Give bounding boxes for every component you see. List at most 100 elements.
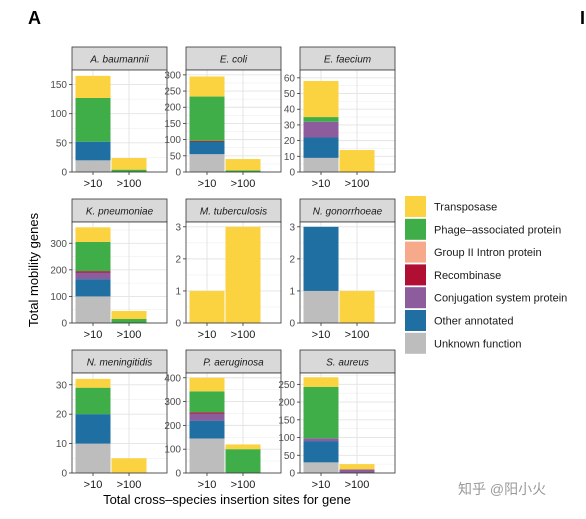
x-tick-label: >10 bbox=[198, 479, 217, 491]
legend-swatch bbox=[405, 287, 426, 309]
bar-segment bbox=[225, 159, 261, 171]
panel-border bbox=[71, 221, 168, 324]
x-tick-label: >10 bbox=[198, 178, 217, 190]
y-tick-label: 200 bbox=[50, 265, 67, 276]
y-tick-label: 0 bbox=[289, 168, 295, 179]
y-tick-label: 150 bbox=[164, 119, 181, 130]
watermark: 知乎 @阳小火 bbox=[458, 481, 546, 497]
x-tick-label: >100 bbox=[231, 479, 256, 491]
y-tick-label: 60 bbox=[284, 73, 296, 84]
y-tick-label: 250 bbox=[278, 380, 295, 391]
legend-swatch bbox=[405, 332, 426, 354]
legend: Transposase Phage–associated protein Group… bbox=[405, 196, 567, 354]
bar-segment bbox=[75, 378, 111, 388]
bar-segment bbox=[303, 226, 339, 291]
bar-segment bbox=[189, 438, 225, 473]
panel-border bbox=[71, 372, 168, 474]
panel-border bbox=[299, 372, 396, 474]
y-tick-label: 50 bbox=[56, 138, 68, 149]
legend-swatch bbox=[405, 310, 426, 331]
bar-segment bbox=[225, 444, 261, 450]
y-tick-label: 0 bbox=[61, 168, 67, 179]
y-tick-label: 300 bbox=[164, 397, 181, 408]
y-tick-label: 30 bbox=[56, 380, 68, 391]
facet-title: E. faecium bbox=[324, 55, 371, 66]
panel-letter-right: I bbox=[580, 8, 585, 28]
legend-label: Other annotated bbox=[434, 316, 514, 328]
y-tick-label: 10 bbox=[284, 152, 296, 163]
bar-segment bbox=[339, 290, 375, 323]
y-tick-label: 0 bbox=[175, 319, 181, 330]
bar-segment bbox=[303, 462, 339, 473]
y-tick-label: 20 bbox=[56, 410, 68, 421]
legend-item: Unknown function bbox=[405, 332, 521, 354]
x-tick-label: >10 bbox=[84, 329, 103, 341]
y-axis-label: Total mobility genes bbox=[26, 212, 41, 327]
bar-segment bbox=[75, 160, 111, 172]
y-tick-label: 100 bbox=[50, 292, 67, 303]
facet-title: N. gonorrhoeae bbox=[313, 207, 383, 218]
y-tick-label: 300 bbox=[50, 239, 67, 250]
bar-segment bbox=[189, 76, 225, 97]
legend-label: Recombinase bbox=[434, 270, 501, 282]
bar-segment bbox=[189, 391, 225, 413]
legend-item: Transposase bbox=[405, 196, 497, 217]
y-tick-label: 0 bbox=[175, 469, 181, 480]
y-tick-label: 0 bbox=[289, 319, 295, 330]
bar-segment bbox=[189, 420, 225, 439]
x-tick-label: >10 bbox=[312, 329, 331, 341]
bar-segment bbox=[303, 121, 339, 138]
legend-item: Recombinase bbox=[405, 264, 501, 286]
facet-panel: E. faecium 0 10 20 30 40 50 60 >10 >100 bbox=[284, 46, 396, 190]
bar-segment bbox=[75, 279, 111, 297]
bar-segment bbox=[111, 458, 147, 473]
facet-panel: N. gonorrhoeae 0 1 2 3 >10 >100 bbox=[289, 198, 396, 341]
y-tick-label: 3 bbox=[175, 222, 181, 233]
bar-segment bbox=[189, 154, 225, 172]
y-tick-label: 10 bbox=[56, 439, 68, 450]
facet-panel: K. pneumoniae 0 100 200 300 >10 >100 bbox=[50, 198, 168, 341]
bar-segment bbox=[303, 290, 339, 323]
x-tick-label: >100 bbox=[231, 178, 256, 190]
y-tick-label: 0 bbox=[61, 469, 67, 480]
x-tick-label: >10 bbox=[84, 178, 103, 190]
x-tick-label: >100 bbox=[345, 479, 370, 491]
y-tick-label: 100 bbox=[164, 445, 181, 456]
y-tick-label: 50 bbox=[284, 451, 296, 462]
legend-swatch bbox=[405, 241, 426, 263]
facet-title: A. baumannii bbox=[89, 55, 149, 66]
x-tick-label: >100 bbox=[345, 329, 370, 341]
y-tick-label: 100 bbox=[164, 135, 181, 146]
bar-segment bbox=[189, 412, 225, 414]
y-tick-label: 150 bbox=[50, 80, 67, 91]
panel-border bbox=[71, 69, 168, 173]
bar-segment bbox=[225, 226, 261, 323]
y-tick-label: 100 bbox=[278, 433, 295, 444]
bar-segment bbox=[75, 387, 111, 415]
x-tick-label: >100 bbox=[231, 329, 256, 341]
bar-segment bbox=[303, 117, 339, 122]
legend-swatch bbox=[405, 218, 426, 240]
y-tick-label: 200 bbox=[164, 103, 181, 114]
bar-segment bbox=[303, 386, 339, 439]
x-tick-label: >10 bbox=[198, 329, 217, 341]
bar-segment bbox=[75, 75, 111, 98]
bar-segment bbox=[75, 272, 111, 280]
legend-item: Conjugation system protein bbox=[405, 287, 567, 309]
y-tick-label: 3 bbox=[289, 222, 295, 233]
bar-segment bbox=[303, 441, 339, 463]
facet-title: N. meningitidis bbox=[87, 358, 153, 369]
bar-segment bbox=[111, 169, 147, 172]
x-tick-label: >100 bbox=[117, 329, 142, 341]
facet-title: K. pneumoniae bbox=[86, 207, 154, 218]
y-tick-label: 100 bbox=[50, 109, 67, 120]
bar-segment bbox=[189, 140, 225, 142]
x-tick-label: >10 bbox=[312, 178, 331, 190]
bar-segment bbox=[75, 443, 111, 473]
bar-segment bbox=[189, 96, 225, 141]
bar-segment bbox=[303, 137, 339, 158]
y-tick-label: 1 bbox=[289, 286, 295, 297]
bar-segment bbox=[75, 296, 111, 323]
x-tick-label: >100 bbox=[117, 178, 142, 190]
